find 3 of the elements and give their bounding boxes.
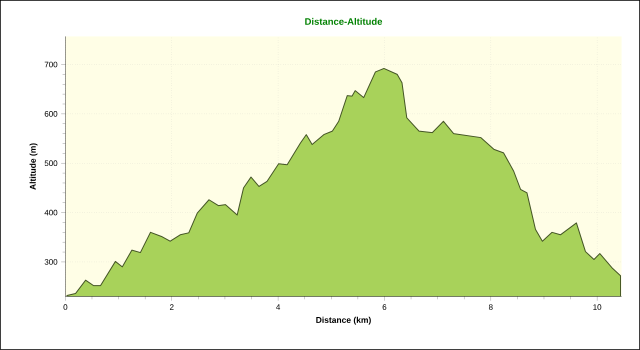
x-axis-title: Distance (km)	[316, 316, 371, 325]
chart-title: Distance-Altitude	[305, 18, 382, 25]
y-axis-title: Altitude (m)	[30, 143, 38, 190]
